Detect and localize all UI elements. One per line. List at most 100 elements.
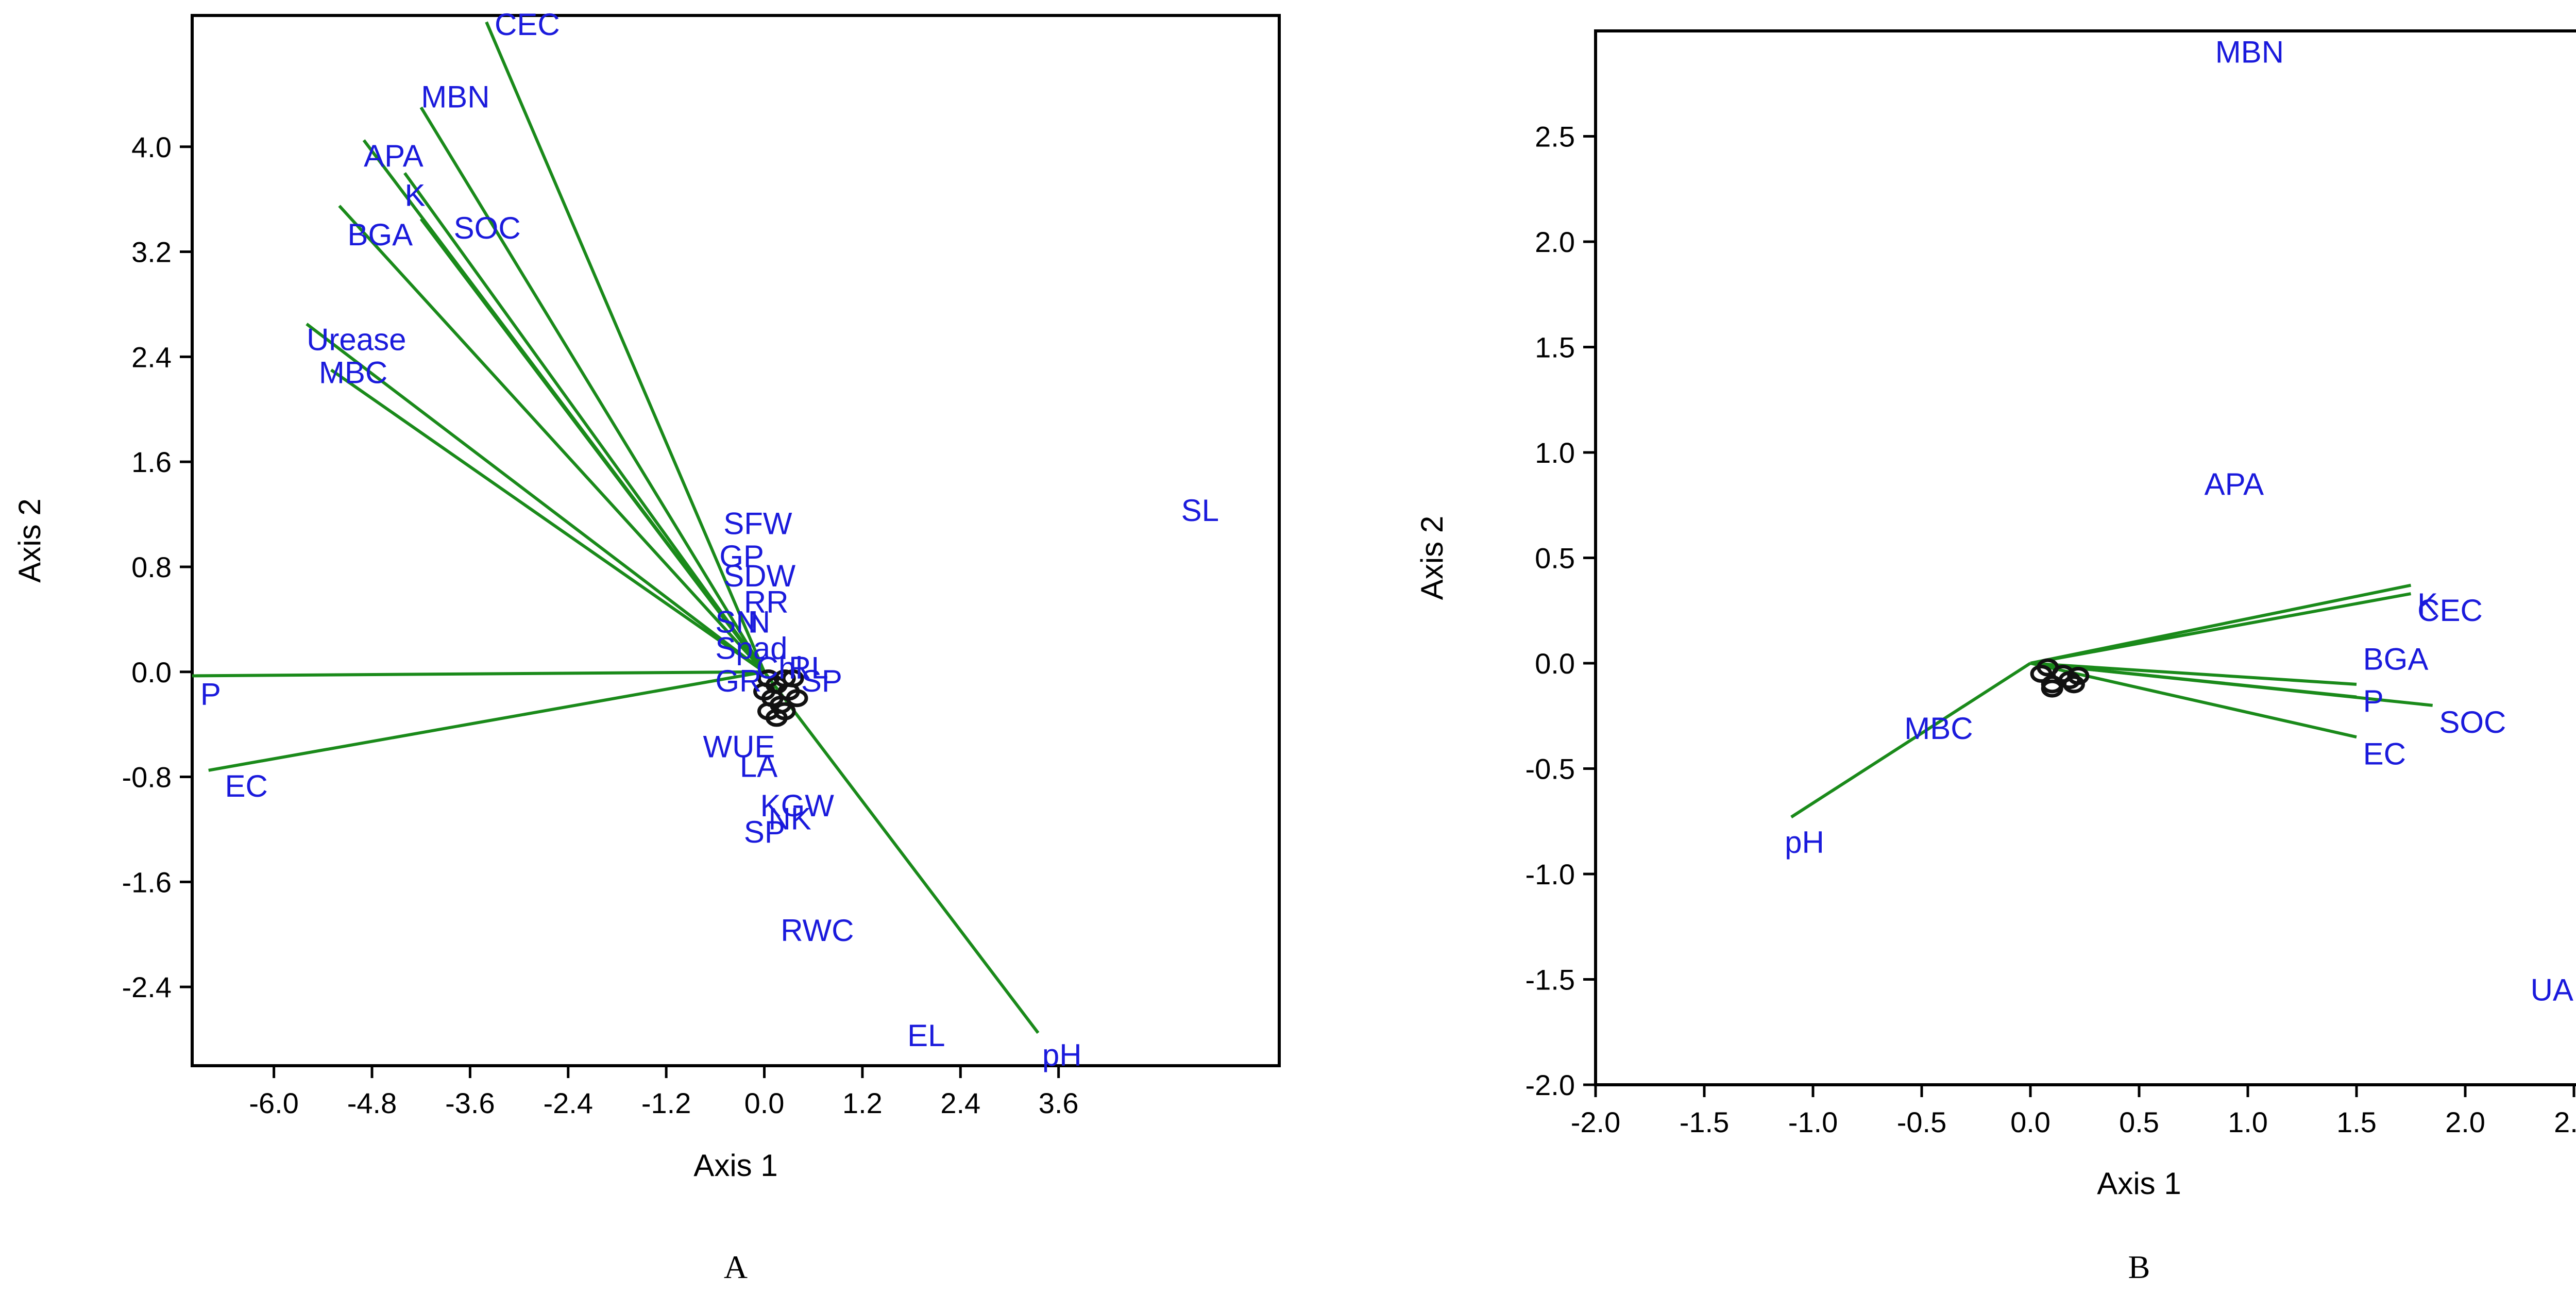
sample-point [2037,658,2059,677]
sample-point [753,682,776,701]
variable-label: RL [789,650,828,685]
y-tick-label: 0.0 [1535,647,1575,680]
variable-label: SDW [723,559,795,593]
variable-label: Chl [756,650,803,685]
variable-label: SP [801,664,842,698]
vector-soc [2030,662,2433,707]
y-tick-label: 2.4 [131,341,172,373]
y-tick-label: 2.5 [1535,121,1575,153]
y-tick-label: -1.6 [122,866,172,898]
vector-k [403,172,766,673]
variable-label: P [200,677,221,711]
y-tick-label: -2.0 [1526,1069,1575,1101]
variable-label: LA [740,749,777,784]
y-tick-label: 0.8 [131,551,172,583]
x-tick-label: -1.0 [1788,1106,1838,1138]
x-tick-label: -1.5 [1680,1106,1730,1138]
x-tick-label: 2.0 [2445,1106,2485,1138]
y-tick-label: -0.8 [122,761,172,794]
panel-label: B [2128,1249,2150,1285]
vector-ec [208,670,765,772]
y-tick-label: -0.5 [1526,753,1575,785]
variable-label: APA [364,139,423,173]
x-tick-label: -6.0 [249,1087,299,1119]
x-tick-label: -1.2 [641,1087,691,1119]
variable-label: N [748,604,770,639]
variable-label: EC [225,769,267,803]
variable-label: MBC [319,355,387,390]
y-tick-label: 1.5 [1535,331,1575,364]
vector-mbn [419,106,766,673]
vector-bga [338,205,766,673]
variable-label: K [404,178,425,212]
sample-point [2041,679,2063,698]
variable-label: SOC [2439,705,2506,740]
variable-label: KGW [760,788,835,823]
variable-label: SL [1181,493,1219,528]
x-tick-label: 3.6 [1039,1087,1079,1119]
variable-label: RR [744,585,789,619]
y-tick-label: 1.0 [1535,436,1575,469]
variable-label: pH [1785,825,1824,860]
y-tick-label: -1.5 [1526,964,1575,996]
vector-ph [763,670,1040,1034]
x-axis-title: Axis 1 [693,1148,777,1183]
plot-frame [191,14,1281,1067]
x-tick-label: 2.5 [2554,1106,2576,1138]
variable-label: NK [768,801,811,836]
y-tick-label: 0.0 [131,656,172,688]
x-tick-label: 2.4 [940,1087,980,1119]
y-axis-title: Axis 2 [12,498,47,582]
y-tick-label: -1.0 [1526,858,1575,890]
x-tick-label: 0.0 [744,1087,785,1119]
x-tick-label: -2.0 [1571,1106,1621,1138]
y-tick-label: 1.6 [131,446,172,478]
variable-label: MBN [421,79,489,114]
variable-label: EL [907,1018,945,1053]
vector-ph [1790,662,2031,819]
variable-label: CEC [495,7,560,42]
x-tick-label: 0.0 [2010,1106,2050,1138]
vector-ec [2030,662,2357,739]
panel-a: -6.0 -4.8 -3.6 -2.4 -1.2 0.0 1.2 2.4 3.6 -2.4 -1.6… [12,7,1281,1285]
variable-label: K [2417,587,2438,621]
x-tick-label: 1.2 [842,1087,883,1119]
variable-label: MBC [1904,711,1973,746]
vector-bga [2030,662,2357,686]
y-axis-title: Axis 2 [1415,516,1449,600]
x-axis-title: Axis 1 [2097,1166,2181,1201]
x-tick-label: -3.6 [445,1087,495,1119]
sample-point [786,689,808,708]
variable-label: RWC [781,913,854,948]
panel-b: -2.0 -1.5 -1.0 -0.5 0.0 0.5 1.0 1.5 2.0 2.5 -2.0 -1… [1415,29,2576,1285]
variable-label: Urease [307,323,406,357]
variable-label: GR [715,664,761,698]
vector-soc [419,218,766,673]
variable-label: EC [2363,736,2406,771]
y-tick-label: -2.4 [122,971,172,1003]
panel-label: A [724,1249,748,1285]
x-tick-label: -2.4 [544,1087,594,1119]
vector-p [192,670,765,678]
variable-label: pH [1042,1038,1082,1072]
vector-cec [2030,592,2412,665]
y-tick-label: 2.0 [1535,226,1575,258]
vector-mbc [330,368,766,674]
variable-label: UA [2531,972,2573,1007]
variable-label: SN [715,604,758,639]
variable-label: WUE [703,729,775,764]
x-tick-label: -4.8 [347,1087,397,1119]
variable-label: SFW [723,506,792,541]
x-tick-label: 1.0 [2228,1106,2268,1138]
x-tick-label: 1.5 [2336,1106,2377,1138]
x-tick-label: -0.5 [1897,1106,1947,1138]
sample-point [773,702,796,720]
y-tick-label: 3.2 [131,236,172,268]
variable-label: Spad [715,631,787,665]
variable-label: CEC [2417,593,2483,628]
variable-label: MBN [2215,35,2284,69]
variable-label: GP [719,539,764,574]
variable-label: SP [744,815,785,849]
variable-label: BGA [347,217,413,252]
